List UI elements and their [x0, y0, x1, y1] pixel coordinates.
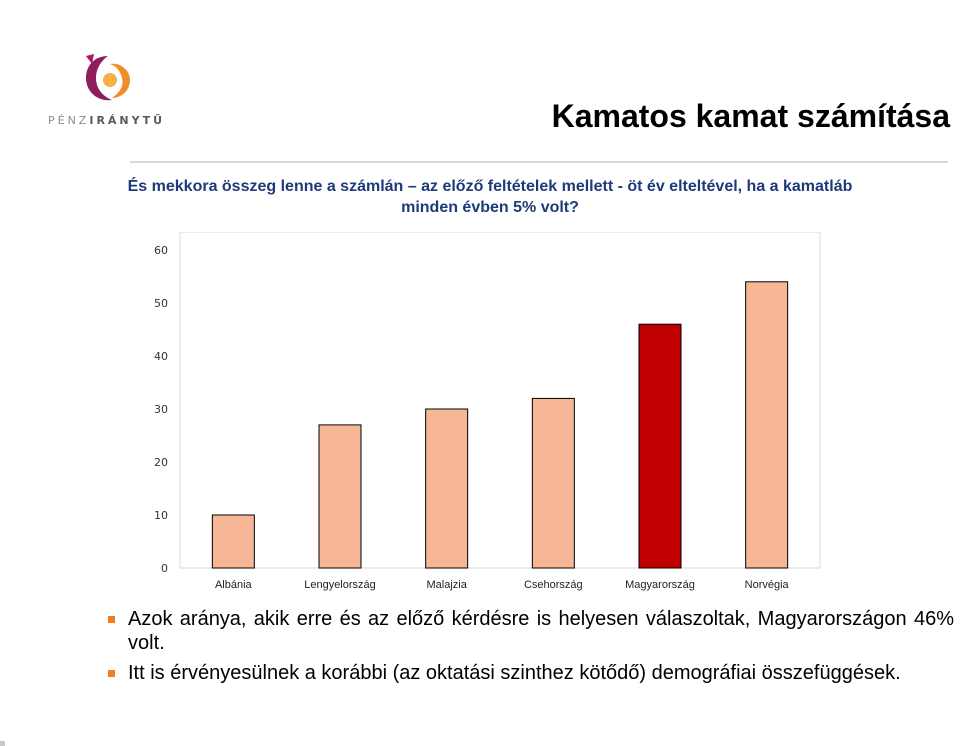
x-tick-label: Lengyelország: [304, 579, 376, 591]
logo: PÉNZIRÁNYTŰ: [44, 50, 184, 130]
y-tick-label: 50: [154, 297, 168, 310]
y-tick-label: 60: [154, 244, 168, 257]
bullet-list: Azok aránya, akik erre és az előző kérdé…: [108, 607, 954, 691]
y-tick-label: 20: [154, 456, 168, 469]
logo-text: PÉNZIRÁNYTŰ: [48, 114, 165, 127]
x-tick-label: Magyarország: [625, 579, 695, 591]
bullet-text: Itt is érvényesülnek a korábbi (az oktat…: [128, 662, 901, 684]
y-tick-label: 30: [154, 403, 168, 416]
x-tick-label: Albánia: [215, 579, 253, 591]
logo-text-part2: IRÁNYTŰ: [89, 114, 166, 127]
bar-chart: 0 10 20 30 40 50 60 Albánia Lengyelország Malajzi…: [154, 232, 821, 591]
y-tick-label: 0: [161, 562, 168, 575]
bullet-item: Azok aránya, akik erre és az előző kérdé…: [108, 607, 954, 655]
page-title: Kamatos kamat számítása: [551, 98, 950, 134]
bar-2: [425, 408, 469, 569]
bar-3: [531, 397, 575, 569]
bullet-square-icon: [108, 670, 115, 677]
plot-area-border: [179, 232, 821, 569]
y-tick-label: 10: [154, 509, 168, 522]
bar-0: [211, 514, 255, 569]
bullet-item: Itt is érvényesülnek a korábbi (az oktat…: [108, 661, 954, 685]
corner-mark: [0, 741, 5, 746]
logo-mark-icon: [86, 54, 130, 101]
title-divider: [130, 161, 948, 163]
x-tick-label: Malajzia: [426, 579, 467, 591]
x-tick-label: Csehország: [524, 579, 583, 591]
bullet-square-icon: [108, 616, 115, 623]
x-tick-label: Norvégia: [745, 579, 790, 591]
bar-5: [745, 281, 789, 569]
y-tick-label: 40: [154, 350, 168, 363]
logo-text-part1: PÉNZ: [48, 114, 90, 127]
bar-1: [318, 424, 362, 569]
question-text: És mekkora összeg lenne a számlán – az e…: [127, 178, 853, 216]
bullet-text: Azok aránya, akik erre és az előző kérdé…: [128, 608, 954, 654]
bar-4: [638, 323, 682, 569]
